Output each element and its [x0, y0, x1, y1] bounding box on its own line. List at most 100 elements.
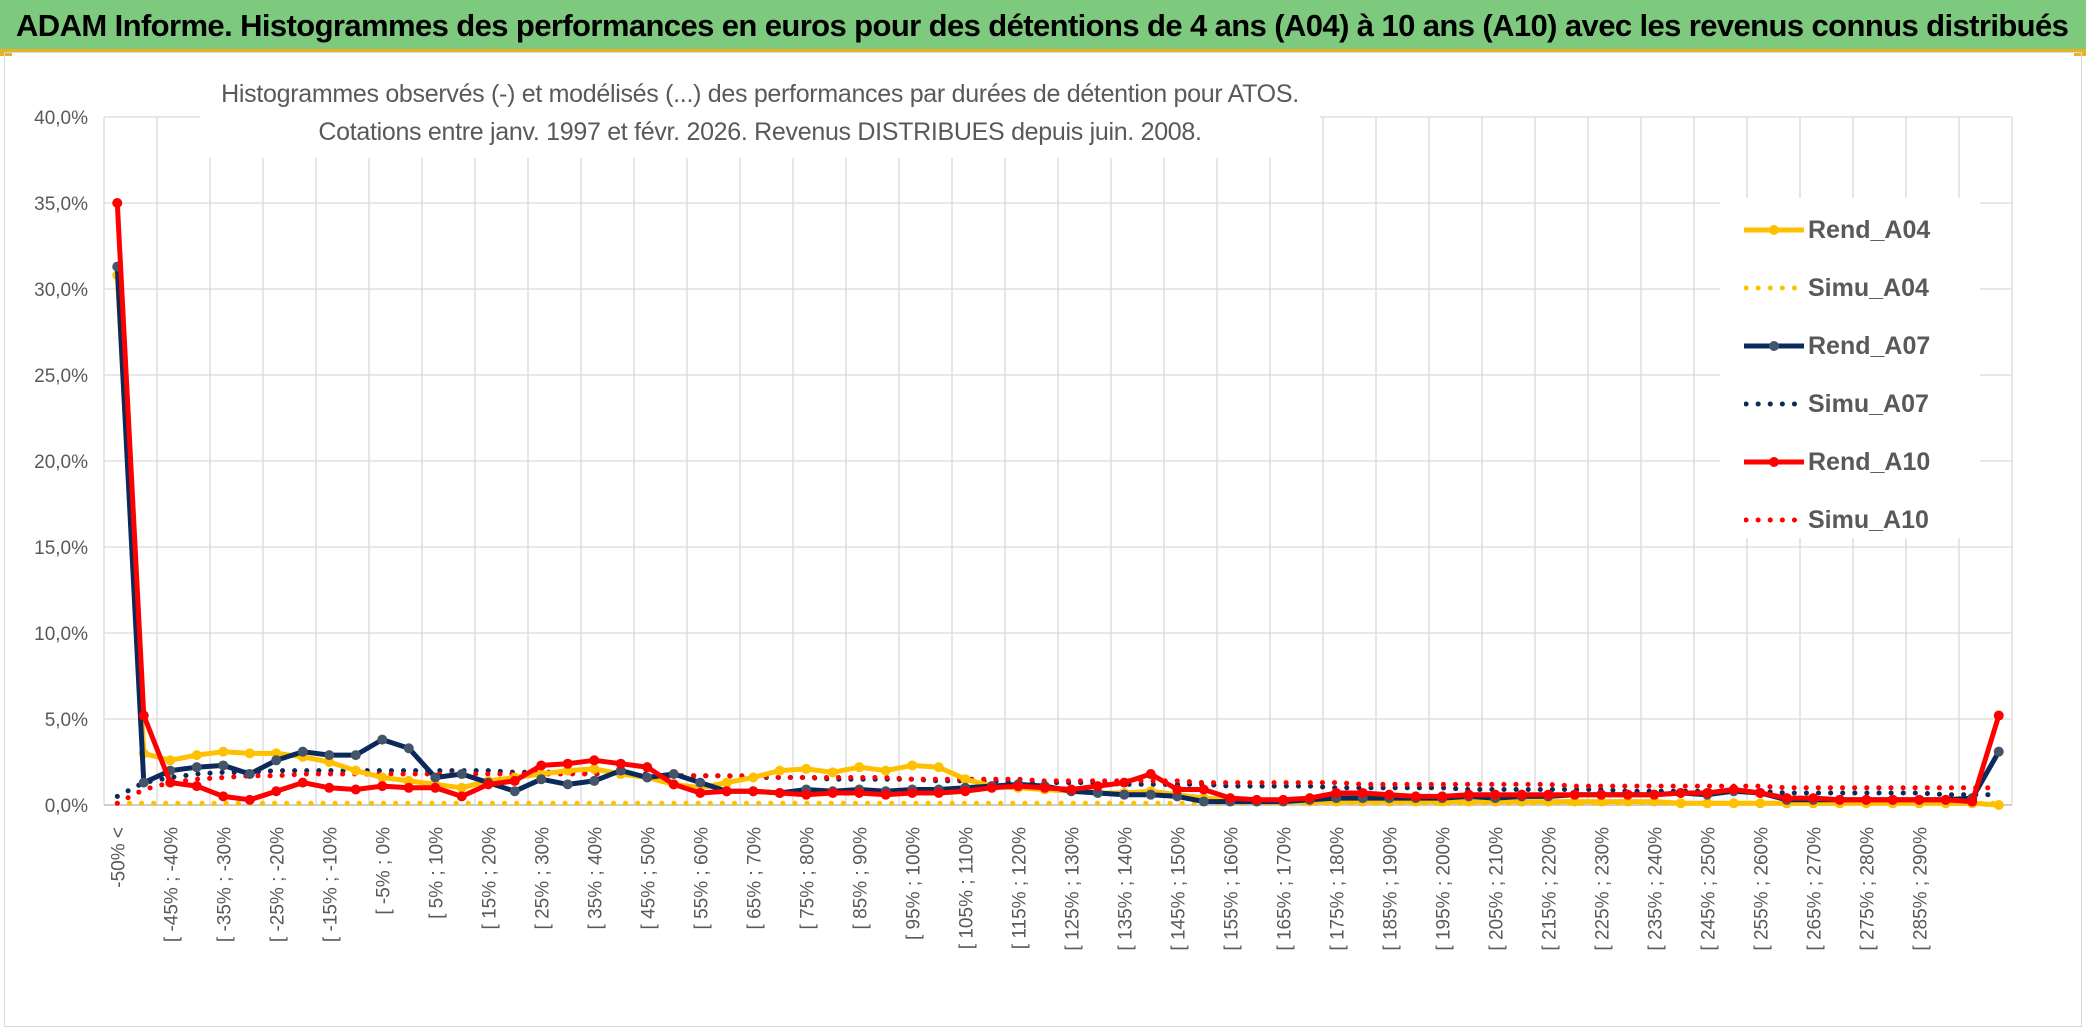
data-point-rend-a10: [1569, 789, 1580, 800]
x-tick-label: [ -35% ; -30%: [214, 827, 235, 942]
data-point-rend-a10: [1278, 794, 1289, 805]
series-rend-a10: [112, 198, 2004, 807]
data-point-rend-a04: [960, 774, 971, 785]
legend-label-rend-a10: Rend_A10: [1808, 448, 1931, 476]
data-point-rend-a10: [1993, 710, 2004, 721]
data-point-rend-a10: [218, 791, 229, 802]
x-tick-label: [ 55% ; 60%: [691, 827, 712, 930]
data-point-rend-a10: [933, 787, 944, 798]
data-point-rend-a07: [562, 779, 573, 790]
x-tick-label: [ 85% ; 90%: [850, 827, 871, 930]
x-tick-label: [ 5% ; 10%: [426, 827, 447, 919]
data-point-rend-a04: [854, 762, 865, 773]
chart-frame: [4, 52, 2082, 1027]
x-tick-label: [ 75% ; 80%: [797, 827, 818, 930]
corner-accent-right: [2074, 50, 2086, 56]
data-point-rend-a10: [827, 787, 838, 798]
y-tick-label: 5,0%: [45, 710, 88, 731]
data-point-rend-a10: [1304, 793, 1315, 804]
data-point-rend-a10: [1172, 784, 1183, 795]
data-point-rend-a10: [907, 787, 918, 798]
data-point-rend-a10: [1861, 794, 1872, 805]
data-point-rend-a07: [668, 769, 679, 780]
data-point-rend-a10: [112, 198, 123, 208]
data-point-rend-a04: [218, 746, 229, 757]
data-point-rend-a04: [1675, 798, 1686, 809]
data-point-rend-a10: [1702, 787, 1713, 798]
series-line-simu-a10: [114, 771, 2002, 806]
data-point-rend-a07: [589, 775, 600, 786]
data-point-rend-a10: [1808, 793, 1819, 804]
data-point-rend-a10: [244, 794, 255, 805]
y-tick-label: 40,0%: [34, 108, 88, 129]
series-simu-a10: [114, 771, 2002, 806]
legend-item-simu-a04: Simu_A04: [1720, 268, 1980, 308]
data-point-rend-a10: [430, 782, 441, 793]
corner-accent-left: [0, 50, 12, 56]
y-tick-label: 30,0%: [34, 280, 88, 301]
grid-lines: [103, 116, 2013, 806]
data-point-rend-a07: [191, 762, 202, 773]
x-tick-label: [ 105% ; 110%: [956, 827, 977, 949]
legend: Rend_A04 Simu_A04 Rend_A07 Simu_A07 Rend…: [1720, 198, 1980, 538]
data-point-rend-a07: [615, 765, 626, 776]
x-tick-label: [ 115% ; 120%: [1009, 827, 1030, 949]
legend-item-rend-a10: Rend_A10: [1720, 442, 1980, 482]
x-tick-label: [ 285% ; 290%: [1910, 827, 1931, 951]
legend-label-simu-a04: Simu_A04: [1808, 274, 1929, 302]
legend-swatch-rend-a04: [1744, 225, 1804, 235]
data-point-rend-a04: [933, 762, 944, 773]
data-point-rend-a07: [377, 734, 388, 745]
data-point-rend-a07: [297, 746, 308, 757]
x-tick-label: [ 235% ; 240%: [1645, 827, 1666, 951]
data-point-rend-a04: [589, 763, 600, 774]
x-tick-label: [ 265% ; 270%: [1804, 827, 1825, 951]
data-point-rend-a10: [615, 758, 626, 769]
data-point-rend-a10: [1834, 794, 1845, 805]
data-point-rend-a10: [1463, 789, 1474, 800]
data-point-rend-a07: [218, 760, 229, 771]
data-point-rend-a10: [1092, 781, 1103, 792]
legend-swatch-rend-a07: [1744, 341, 1804, 351]
x-tick-label: [ 35% ; 40%: [585, 827, 606, 930]
data-point-rend-a04: [827, 767, 838, 778]
data-point-rend-a04: [774, 765, 785, 776]
data-point-rend-a10: [1410, 791, 1421, 802]
data-point-rend-a04: [801, 763, 812, 774]
data-point-rend-a10: [1940, 794, 1951, 805]
data-point-rend-a10: [191, 781, 202, 792]
data-point-rend-a04: [191, 750, 202, 761]
data-point-rend-a04: [1622, 796, 1633, 807]
data-point-rend-a10: [1039, 782, 1050, 793]
data-point-rend-a10: [1357, 787, 1368, 798]
data-point-rend-a10: [1119, 777, 1130, 788]
data-point-rend-a10: [986, 782, 997, 793]
data-point-rend-a07: [138, 777, 149, 788]
data-point-rend-a10: [1755, 787, 1766, 798]
data-point-rend-a07: [430, 772, 441, 783]
y-tick-label: 20,0%: [34, 452, 88, 473]
data-point-rend-a07: [271, 755, 282, 766]
legend-swatch-simu-a04: [1744, 285, 1807, 291]
data-point-rend-a10: [668, 779, 679, 790]
x-tick-label: [ 195% ; 200%: [1433, 827, 1454, 951]
x-tick-label: [ 145% ; 150%: [1168, 827, 1189, 951]
data-point-rend-a04: [1596, 796, 1607, 807]
data-point-rend-a10: [1251, 794, 1262, 805]
data-point-rend-a10: [1013, 781, 1024, 792]
data-point-rend-a10: [801, 789, 812, 800]
x-tick-label: [ 95% ; 100%: [903, 827, 924, 940]
data-point-rend-a04: [165, 755, 176, 766]
legend-item-rend-a04: Rend_A04: [1720, 210, 1980, 250]
x-tick-label: [ 225% ; 230%: [1592, 827, 1613, 951]
data-point-rend-a10: [483, 779, 494, 790]
chart-title-line-2: Cotations entre janv. 1997 et févr. 2026…: [318, 118, 1202, 146]
x-tick-label: [ 215% ; 220%: [1539, 827, 1560, 951]
data-point-rend-a04: [1993, 800, 2004, 810]
data-point-rend-a04: [721, 777, 732, 788]
data-point-rend-a07: [456, 769, 467, 780]
legend-item-rend-a07: Rend_A07: [1720, 326, 1980, 366]
data-point-rend-a10: [1914, 794, 1925, 805]
data-point-rend-a07: [244, 769, 255, 780]
data-point-rend-a04: [377, 772, 388, 783]
